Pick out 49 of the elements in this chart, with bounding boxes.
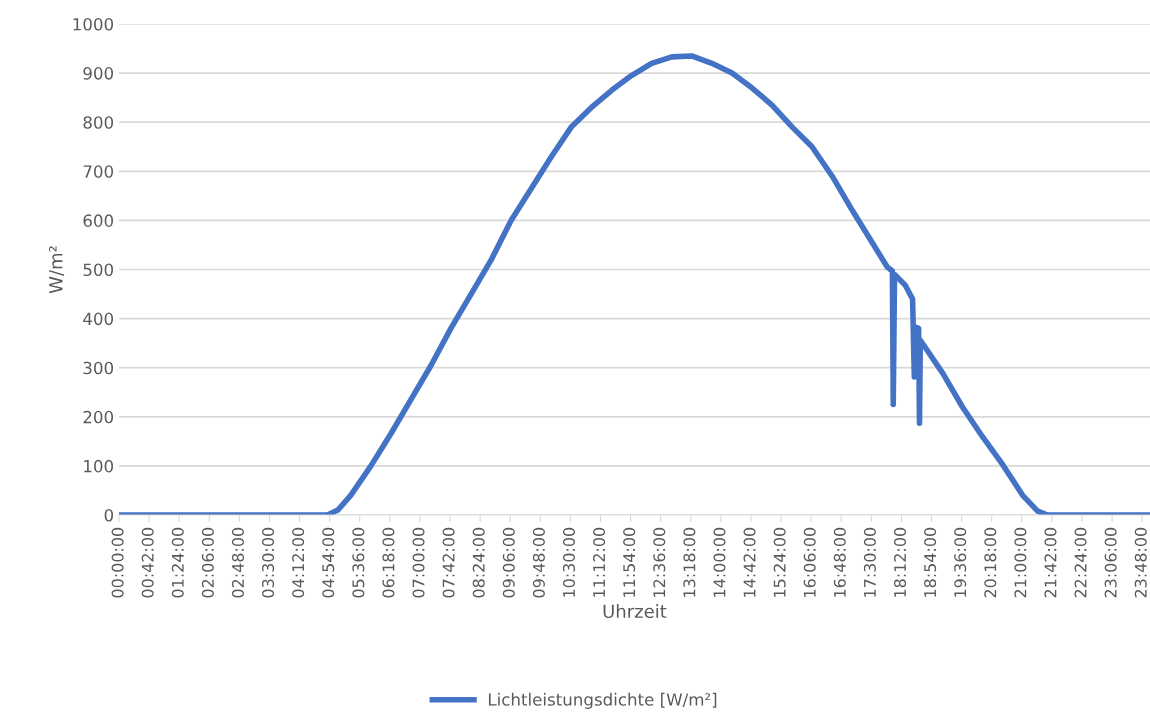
x-tick-label: 14:42:00 [743, 527, 756, 597]
x-tick-label: 13:18:00 [683, 527, 696, 597]
x-tick-label: 02:06:00 [201, 527, 214, 598]
x-tick-label: 21:42:00 [1044, 527, 1057, 598]
y-tick-label: 400 [83, 312, 114, 326]
x-tick-label: 04:12:00 [292, 527, 305, 598]
x-tick-label: 02:48:00 [231, 527, 245, 598]
y-tick-label: 900 [83, 67, 114, 80]
x-tick-label: 09:48:00 [532, 527, 545, 598]
x-tick-label: 09:06:00 [502, 527, 515, 598]
x-tick-label: 17:30:00 [863, 527, 876, 597]
y-tick-label: 500 [83, 263, 114, 277]
x-tick-label: 22:24:00 [1074, 527, 1087, 598]
x-tick-label: 11:54:00 [623, 527, 636, 597]
y-axis-title: W/m² [49, 246, 65, 294]
x-tick-label: 01:24:00 [171, 527, 184, 598]
x-tick-label: 14:00:00 [713, 527, 726, 597]
x-tick-label: 23:48:00 [1134, 527, 1147, 598]
x-tick-label: 19:36:00 [954, 527, 967, 597]
y-tick-label: 0 [104, 508, 114, 522]
y-tick-label: 1000 [73, 17, 114, 31]
y-tick-label: 700 [83, 165, 114, 178]
x-axis-title: Uhrzeit [603, 604, 667, 619]
x-tick-label: 16:06:00 [803, 527, 816, 597]
x-tick-label: 07:42:00 [442, 527, 455, 598]
x-tick-label: 18:54:00 [924, 527, 937, 597]
x-tick-label: 16:48:00 [833, 527, 846, 597]
x-tick-label: 06:18:00 [382, 527, 395, 598]
x-tick-label: 10:30:00 [562, 527, 576, 597]
x-tick-label: 21:00:00 [1014, 527, 1027, 598]
legend-label: Lichtleistungsdichte [W/m²] [488, 692, 717, 709]
y-tick-label: 600 [83, 214, 114, 227]
x-tick-label: 08:24:00 [472, 527, 485, 598]
x-tick-label: 04:54:00 [322, 527, 335, 598]
x-tick-label: 23:06:00 [1104, 527, 1117, 598]
y-tick-label: 100 [84, 459, 114, 473]
x-tick-label: 03:30:00 [262, 527, 275, 598]
x-tick-label: 05:36:00 [352, 527, 365, 598]
x-tick-label: 11:12:00 [593, 527, 606, 597]
x-tick-label: 07:00:00 [412, 527, 425, 598]
y-tick-label: 800 [83, 116, 114, 129]
x-tick-label: 12:36:00 [653, 527, 666, 597]
x-tick-label: 00:42:00 [141, 527, 154, 598]
y-tick-label: 200 [83, 410, 114, 424]
x-tick-label: 00:00:00 [111, 527, 124, 598]
x-tick-label: 15:24:00 [773, 527, 786, 597]
x-tick-label: 20:18:00 [984, 527, 997, 598]
x-tick-label: 18:12:00 [893, 527, 907, 597]
y-tick-label: 300 [83, 361, 114, 375]
